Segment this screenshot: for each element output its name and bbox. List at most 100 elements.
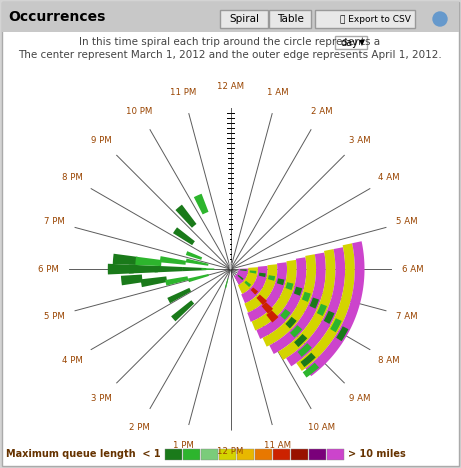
Polygon shape bbox=[286, 247, 345, 366]
Text: day: day bbox=[340, 37, 358, 47]
Polygon shape bbox=[234, 269, 248, 285]
Text: 🖹 Export to CSV: 🖹 Export to CSV bbox=[340, 15, 411, 23]
Polygon shape bbox=[141, 277, 167, 287]
Text: Spiral: Spiral bbox=[229, 14, 259, 24]
Text: Occurrences: Occurrences bbox=[8, 10, 106, 24]
Polygon shape bbox=[309, 298, 319, 309]
Polygon shape bbox=[237, 275, 243, 280]
Bar bbox=[255, 448, 272, 460]
Polygon shape bbox=[154, 266, 182, 272]
Polygon shape bbox=[129, 265, 158, 273]
Polygon shape bbox=[186, 258, 208, 266]
Polygon shape bbox=[188, 274, 209, 282]
Polygon shape bbox=[278, 249, 336, 360]
Polygon shape bbox=[294, 287, 302, 296]
Polygon shape bbox=[302, 292, 311, 302]
Polygon shape bbox=[277, 278, 284, 285]
Bar bbox=[2, 2, 459, 32]
Polygon shape bbox=[201, 268, 214, 270]
Bar bbox=[315, 10, 415, 28]
Text: 10 PM: 10 PM bbox=[126, 107, 153, 116]
Text: 8 AM: 8 AM bbox=[378, 356, 399, 365]
Text: 6 PM: 6 PM bbox=[38, 264, 59, 274]
Text: 12 AM: 12 AM bbox=[217, 82, 244, 91]
Polygon shape bbox=[262, 302, 273, 314]
Polygon shape bbox=[317, 304, 327, 316]
Polygon shape bbox=[256, 294, 267, 305]
Polygon shape bbox=[336, 326, 349, 341]
Polygon shape bbox=[165, 276, 188, 285]
Text: 7 AM: 7 AM bbox=[396, 312, 418, 321]
Polygon shape bbox=[294, 334, 307, 347]
Polygon shape bbox=[251, 287, 258, 295]
Polygon shape bbox=[167, 288, 191, 303]
Bar bbox=[291, 448, 308, 460]
Polygon shape bbox=[324, 311, 335, 324]
Polygon shape bbox=[121, 275, 142, 285]
Text: 4 PM: 4 PM bbox=[62, 356, 83, 365]
Text: 6 AM: 6 AM bbox=[402, 264, 424, 274]
Text: The center represent March 1, 2012 and the outer edge represents April 1, 2012.: The center represent March 1, 2012 and t… bbox=[18, 50, 442, 60]
Bar bbox=[327, 448, 344, 460]
Text: 7 PM: 7 PM bbox=[44, 217, 65, 227]
Bar bbox=[237, 448, 254, 460]
Polygon shape bbox=[136, 256, 162, 266]
Text: 8 PM: 8 PM bbox=[62, 173, 83, 183]
Text: > 10 miles: > 10 miles bbox=[348, 449, 406, 459]
Circle shape bbox=[433, 12, 447, 26]
Polygon shape bbox=[182, 267, 207, 271]
Polygon shape bbox=[176, 205, 196, 228]
Text: 2 AM: 2 AM bbox=[311, 107, 332, 116]
Bar bbox=[273, 448, 290, 460]
Text: Maximum queue length  < 1: Maximum queue length < 1 bbox=[6, 449, 160, 459]
Text: 9 PM: 9 PM bbox=[91, 136, 112, 145]
Polygon shape bbox=[263, 254, 316, 347]
Polygon shape bbox=[301, 353, 316, 367]
Bar bbox=[183, 448, 200, 460]
Polygon shape bbox=[256, 257, 307, 339]
Polygon shape bbox=[259, 273, 266, 277]
Text: 1 PM: 1 PM bbox=[173, 441, 194, 450]
Polygon shape bbox=[247, 262, 287, 322]
Polygon shape bbox=[330, 318, 342, 332]
Text: ▼: ▼ bbox=[359, 38, 365, 47]
Bar bbox=[201, 448, 218, 460]
Polygon shape bbox=[297, 343, 312, 357]
Text: 11 PM: 11 PM bbox=[170, 88, 196, 97]
Text: 3 AM: 3 AM bbox=[349, 136, 370, 145]
Bar bbox=[309, 448, 326, 460]
Text: 5 PM: 5 PM bbox=[44, 312, 65, 321]
Text: 9 AM: 9 AM bbox=[349, 394, 370, 402]
Polygon shape bbox=[225, 278, 228, 288]
Polygon shape bbox=[268, 275, 275, 281]
Polygon shape bbox=[238, 267, 258, 294]
Text: 4 AM: 4 AM bbox=[378, 173, 399, 183]
Text: i: i bbox=[438, 14, 442, 24]
Bar bbox=[220, 10, 268, 28]
Bar bbox=[165, 448, 182, 460]
Polygon shape bbox=[244, 281, 251, 287]
Polygon shape bbox=[285, 317, 297, 329]
Polygon shape bbox=[249, 271, 256, 274]
Text: 2 PM: 2 PM bbox=[129, 423, 150, 431]
Polygon shape bbox=[173, 227, 195, 245]
Polygon shape bbox=[244, 264, 278, 313]
Text: In this time spiral each trip around the circle represents a: In this time spiral each trip around the… bbox=[79, 37, 381, 47]
Polygon shape bbox=[266, 310, 278, 322]
Polygon shape bbox=[171, 300, 194, 322]
Text: 1 AM: 1 AM bbox=[267, 88, 289, 97]
Bar bbox=[219, 448, 236, 460]
Text: 10 AM: 10 AM bbox=[308, 423, 335, 431]
Text: 5 AM: 5 AM bbox=[396, 217, 418, 227]
Polygon shape bbox=[241, 266, 268, 303]
Polygon shape bbox=[305, 241, 365, 376]
Text: 3 PM: 3 PM bbox=[91, 394, 112, 402]
Polygon shape bbox=[186, 251, 202, 260]
Text: 12 PM: 12 PM bbox=[217, 447, 244, 456]
Polygon shape bbox=[113, 254, 138, 265]
Polygon shape bbox=[240, 269, 247, 271]
Polygon shape bbox=[296, 243, 355, 371]
Text: Table: Table bbox=[277, 14, 303, 24]
Bar bbox=[335, 36, 367, 49]
Text: 11 AM: 11 AM bbox=[264, 441, 291, 450]
